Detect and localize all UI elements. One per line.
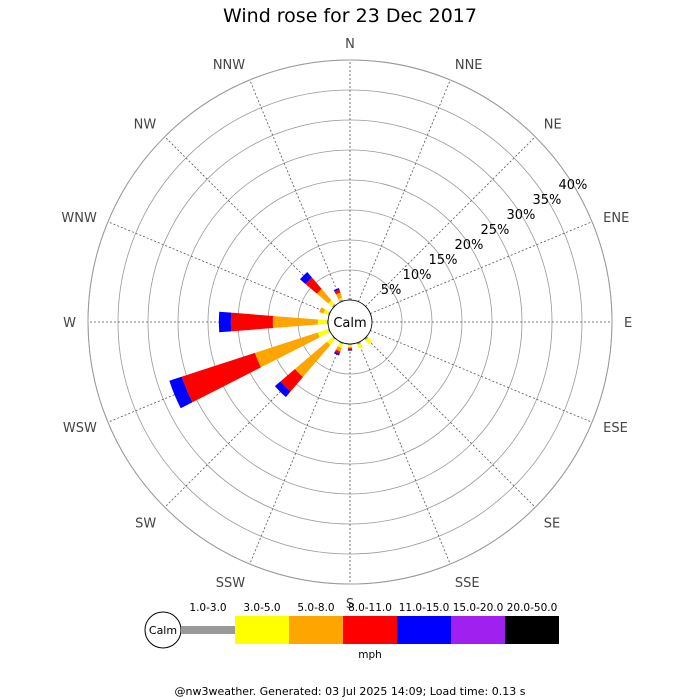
legend-swatch-4 — [343, 616, 397, 644]
bar-nw-bin-2 — [328, 300, 335, 307]
direction-label-ssw: SSW — [216, 576, 246, 591]
calm-label: Calm — [333, 316, 366, 331]
spoke-se — [365, 337, 536, 508]
legend-bin-label-7: 20.0-50.0 — [507, 602, 558, 614]
bar-sw-bin-1 — [332, 336, 336, 340]
direction-label-nne: NNE — [455, 58, 483, 73]
bar-sse-bin-1 — [356, 341, 361, 345]
direction-label-w: W — [63, 316, 76, 331]
legend-bin-label-3: 5.0-8.0 — [297, 602, 334, 614]
bar-nw-bin-5 — [299, 271, 312, 284]
direction-label-ese: ESE — [603, 421, 628, 436]
bar-w-bin-4 — [230, 312, 274, 332]
spoke-ne — [365, 136, 536, 307]
bar-ssw-bin-4 — [334, 349, 341, 354]
legend-units-label: mph — [358, 649, 382, 661]
direction-label-sw: SW — [135, 517, 156, 532]
legend-bin-label-5: 11.0-15.0 — [399, 602, 450, 614]
radial-tick-label: 10% — [403, 268, 432, 283]
bar-s-bin-3 — [347, 346, 353, 349]
calm-circle — [327, 299, 373, 345]
bar-se-bin-1 — [364, 336, 369, 341]
bar-nw-bin-3 — [316, 288, 332, 304]
bar-s-bin-2 — [348, 345, 352, 347]
bar-nnw-bin-4 — [334, 289, 341, 295]
bar-sw-bin-4 — [280, 369, 303, 392]
radial-tick-label: 35% — [532, 193, 561, 208]
spoke-nne — [358, 79, 451, 302]
direction-label-ene: ENE — [603, 211, 629, 226]
direction-label-sse: SSE — [455, 576, 480, 591]
bar-w-bin-3 — [272, 315, 318, 329]
bar-w-bin-2 — [317, 319, 327, 325]
bar-wnw-bin-2 — [323, 309, 330, 315]
spoke-ese — [370, 330, 593, 423]
radial-tick-label: 25% — [481, 223, 510, 238]
direction-label-nnw: NNW — [213, 58, 245, 73]
bar-se-bin-2 — [365, 337, 373, 345]
legend-calm-label: Calm — [149, 624, 177, 637]
bar-n-bin-1 — [348, 298, 352, 301]
bar-nnw-bin-2 — [338, 297, 343, 301]
radial-tick-label: 40% — [558, 178, 587, 193]
direction-label-wsw: WSW — [63, 421, 97, 436]
legend-swatch-5 — [397, 616, 451, 644]
footer-text: @nw3weather. Generated: 03 Jul 2025 14:0… — [174, 685, 526, 698]
radial-tick-label: 30% — [506, 208, 535, 223]
direction-label-nw: NW — [134, 117, 157, 132]
bar-nnw-bin-5 — [333, 287, 340, 292]
grid-ring-outer — [87, 59, 613, 585]
bar-w-bin-5 — [218, 311, 232, 333]
legend-bin-label-2: 3.0-5.0 — [243, 602, 280, 614]
legend-bin-label-1: 1.0-3.0 — [189, 602, 226, 614]
spoke-sse — [358, 342, 451, 565]
bar-sw-bin-3 — [294, 341, 331, 378]
bar-wsw-bin-3 — [254, 332, 320, 368]
direction-label-se: SE — [544, 517, 560, 532]
chart-title: Wind rose for 23 Dec 2017 — [223, 5, 477, 27]
bar-ssw-bin-2 — [337, 342, 343, 349]
spoke-wnw — [107, 221, 330, 314]
direction-label-e: E — [624, 316, 632, 331]
bar-s-bin-5 — [347, 349, 353, 351]
legend-swatch-3 — [289, 616, 343, 644]
radial-tick-label: 15% — [429, 253, 458, 268]
spoke-ene — [370, 221, 593, 314]
bar-wnw-bin-3 — [319, 307, 326, 314]
spoke-ssw — [249, 342, 342, 565]
radial-tick-label: 5% — [381, 283, 402, 298]
bar-s-bin-4 — [347, 348, 353, 350]
bar-sse-bin-2 — [357, 343, 363, 349]
legend-bin-label-6: 15.0-20.0 — [453, 602, 504, 614]
radial-tick-label: 20% — [455, 238, 484, 253]
bar-nw-bin-4 — [305, 277, 322, 294]
bar-wsw-bin-5 — [169, 376, 193, 409]
legend-swatch-2 — [235, 616, 289, 644]
direction-label-n: N — [345, 37, 355, 52]
bar-wsw-bin-2 — [317, 329, 330, 338]
legend-swatch-1 — [181, 626, 235, 634]
legend-bin-label-4: 8.0-11.0 — [348, 602, 392, 614]
legend-swatch-6 — [451, 616, 505, 644]
bar-sw-bin-2 — [326, 337, 335, 346]
bar-nw-bin-1 — [331, 303, 336, 308]
direction-label-ne: NE — [544, 117, 562, 132]
direction-label-s: S — [346, 597, 354, 612]
bar-ssw-bin-5 — [334, 351, 340, 356]
bar-ssw-bin-3 — [335, 346, 342, 352]
bar-wsw-bin-4 — [181, 352, 261, 403]
bar-nnw-bin-1 — [339, 299, 344, 303]
legend-swatch-7 — [505, 616, 559, 644]
direction-label-wnw: WNW — [61, 211, 97, 226]
bar-nnw-bin-3 — [335, 292, 343, 300]
bar-sw-bin-5 — [274, 381, 291, 398]
spoke-nnw — [249, 79, 342, 302]
